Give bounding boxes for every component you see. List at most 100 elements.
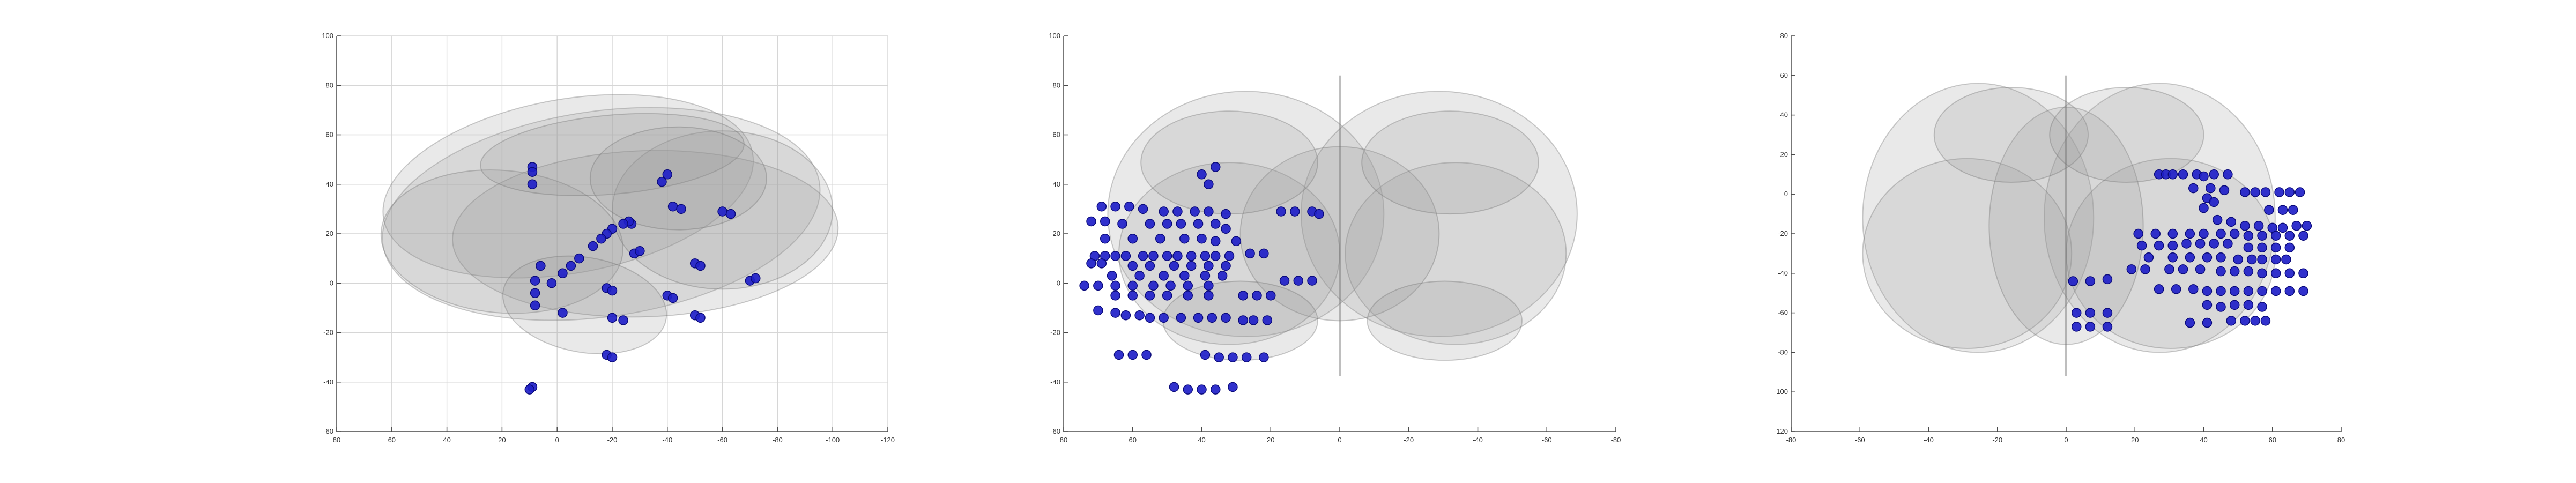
electrode-point	[2185, 252, 2195, 263]
electrode-point	[1197, 169, 1207, 180]
sagittal-view-panel: 80 60 40 20 0 -20 -40 -60 -80 -100 -120 -60 -40 -20 0 2…	[322, 32, 895, 444]
electrode-point	[1204, 261, 1214, 271]
electrode-point	[1197, 384, 1207, 395]
electrode-point	[1093, 305, 1103, 316]
x-tick-label: -80	[1786, 436, 1796, 444]
electrode-point	[2167, 252, 2178, 263]
x-tick-label: 20	[2131, 436, 2139, 444]
electrode-point	[2102, 308, 2113, 318]
y-tick-label: 60	[1053, 131, 1060, 139]
electrode-point	[1200, 251, 1211, 261]
brain-surface-layer	[1367, 280, 1523, 361]
brain-surface-layer	[1988, 106, 2144, 345]
electrode-point	[1110, 280, 1120, 291]
electrode-point	[1204, 280, 1214, 291]
electrode-point	[2284, 242, 2295, 253]
electrode-point	[2257, 286, 2267, 296]
electrode-point	[1197, 233, 1207, 244]
electrode-point	[2202, 317, 2213, 328]
electrode-point	[1127, 291, 1138, 301]
y-tick-label: -40	[1778, 269, 1788, 277]
electrode-point	[2240, 316, 2250, 326]
electrode-point	[1127, 280, 1138, 291]
electrode-point	[2233, 254, 2243, 265]
electrode-point	[618, 315, 628, 325]
electrode-point	[2185, 317, 2195, 328]
electrode-point	[1124, 202, 1134, 212]
electrode-point	[2243, 300, 2254, 310]
electrode-point	[1100, 233, 1110, 244]
x-tick-label: 0	[1338, 436, 1341, 444]
electrode-point	[2257, 231, 2267, 241]
electrode-point	[1169, 261, 1179, 271]
electrode-point	[2223, 239, 2233, 249]
electrode-point	[1176, 219, 1186, 229]
brain-surface-layer	[1361, 110, 1539, 215]
y-tick-label: -60	[1050, 427, 1060, 435]
electrode-point	[667, 293, 678, 303]
electrode-point	[1127, 350, 1138, 360]
electrode-point	[2284, 187, 2295, 197]
electrode-point	[588, 241, 598, 251]
brain-surface-layer	[2049, 86, 2204, 183]
electrode-point	[1279, 276, 1290, 286]
y-tick-label: 20	[326, 229, 333, 237]
y-tick-label: 40	[1780, 111, 1788, 119]
electrode-point	[566, 261, 576, 271]
electrode-point	[1145, 219, 1155, 229]
electrode-point	[527, 167, 538, 177]
electrode-point	[1100, 216, 1110, 227]
electrode-point	[1179, 271, 1190, 281]
electrode-point	[1221, 313, 1231, 323]
brain-surface-layer	[382, 94, 754, 279]
electrode-point	[2298, 231, 2308, 241]
electrode-point	[1211, 251, 1221, 261]
electrode-point	[1169, 382, 1179, 392]
electrode-point	[1214, 352, 1224, 362]
electrode-markers	[2068, 169, 2312, 332]
electrode-point	[667, 202, 678, 212]
electrode-point	[558, 268, 568, 279]
electrode-point	[2071, 308, 2082, 318]
electrode-point	[2229, 228, 2240, 239]
x-tick-label: 20	[1267, 436, 1274, 444]
y-tick-label: -60	[323, 427, 333, 435]
electrode-point	[1207, 313, 1218, 323]
grid-lines	[336, 35, 888, 432]
electrode-point	[524, 384, 535, 395]
x-tick-label: 0	[2064, 436, 2068, 444]
x-tick-label: -40	[1924, 436, 1934, 444]
y-tick-label: 20	[1053, 229, 1060, 237]
electrode-point	[2226, 316, 2237, 326]
electrode-point	[1238, 291, 1248, 301]
electrode-point	[717, 206, 727, 217]
x-tick-label: 80	[2337, 436, 2345, 444]
y-tick-label: -40	[1050, 378, 1060, 386]
electrode-point	[2284, 268, 2295, 279]
electrode-point	[2085, 276, 2096, 286]
electrode-point	[1231, 236, 1242, 247]
electrode-point	[2243, 231, 2254, 241]
electrode-point	[2199, 171, 2209, 182]
brain-surface-layer	[1862, 83, 2095, 353]
electrode-point	[1228, 352, 1238, 362]
electrode-point	[2281, 254, 2291, 265]
electrode-markers	[524, 162, 761, 395]
electrode-point	[2133, 228, 2143, 239]
electrode-point	[1148, 251, 1159, 261]
electrode-point	[2229, 300, 2240, 310]
x-tick-label: 40	[443, 436, 450, 444]
electrode-point	[1155, 233, 1165, 244]
y-tick-label: -60	[1778, 309, 1788, 317]
electrode-point	[1183, 280, 1193, 291]
y-tick-label: 20	[1780, 150, 1788, 158]
x-tick-label: -40	[662, 436, 672, 444]
electrode-markers	[1079, 162, 1324, 395]
electrode-point	[2216, 228, 2226, 239]
electrode-point	[2216, 286, 2226, 296]
electrode-point	[2240, 220, 2250, 231]
brain-surface-layer	[1862, 158, 2073, 350]
electrode-point	[1117, 219, 1127, 229]
electrode-point	[1165, 280, 1176, 291]
